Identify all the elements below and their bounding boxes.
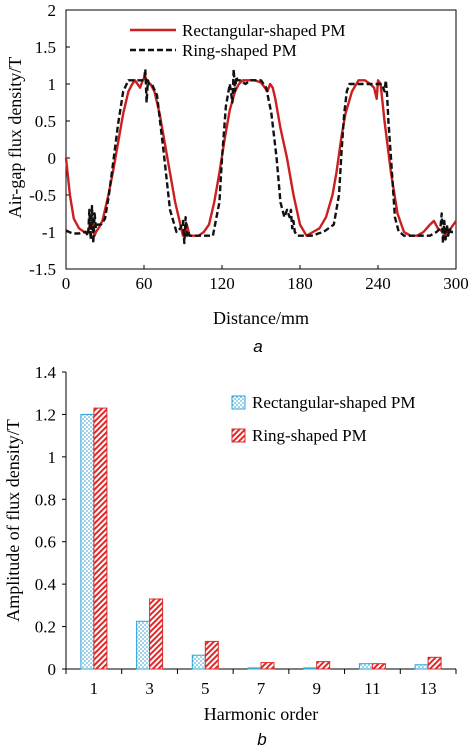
- y-tick-label: 0.4: [35, 575, 57, 594]
- legend-label: Ring-shaped PM: [182, 41, 297, 60]
- y-tick-label: 0: [48, 660, 57, 679]
- y-tick-label: -1.5: [29, 260, 56, 279]
- y-axis-label: Amplitude of flux density/T: [3, 419, 23, 621]
- y-tick-label: 1.4: [35, 363, 57, 382]
- x-tick-label: 9: [312, 679, 321, 698]
- x-tick-label: 240: [365, 274, 391, 293]
- series-line-rectangular: [64, 75, 457, 237]
- x-tick-label: 7: [257, 679, 266, 698]
- bar-ring-order-13: [427, 656, 442, 670]
- bar-rectangular-order-3: [136, 620, 151, 670]
- bar-rectangular-order-13: [414, 664, 429, 670]
- bar-ring-order-7: [260, 662, 275, 670]
- chart-a: 0 60 120 180 240 300 -1.5 -1 -0.5 0 0.5 1 1.5 2 Distan…: [5, 1, 469, 356]
- x-tick-label: 300: [443, 274, 469, 293]
- legend-swatch: [231, 395, 246, 410]
- y-tick-label: 0.5: [35, 112, 56, 131]
- y-tick-label: 0.6: [35, 533, 56, 552]
- y-tick-label: 1: [48, 75, 57, 94]
- bar-ring-order-5: [204, 640, 219, 670]
- y-tick-label: -1: [42, 223, 56, 242]
- legend-label: Rectangular-shaped PM: [252, 393, 415, 412]
- legend-label: Rectangular-shaped PM: [182, 21, 345, 40]
- y-tick-label: 0.2: [35, 618, 56, 637]
- x-tick-label: 5: [201, 679, 210, 698]
- series-line-ring: [65, 67, 456, 245]
- x-tick-label: 3: [145, 679, 154, 698]
- y-tick-label: 0.8: [35, 490, 56, 509]
- x-axis-label: Harmonic order: [204, 704, 318, 724]
- x-tick-label: 120: [209, 274, 235, 293]
- x-tick-label: 11: [364, 679, 380, 698]
- y-tick-label: 2: [48, 1, 57, 20]
- bar-ring-order-1: [93, 407, 108, 670]
- y-tick-label: 1: [48, 448, 57, 467]
- y-tick-label: 1.5: [35, 38, 56, 57]
- y-tick-label: 0: [48, 149, 57, 168]
- y-tick-label: -0.5: [29, 186, 56, 205]
- x-tick-label: 1: [90, 679, 99, 698]
- x-tick-label: 0: [62, 274, 71, 293]
- bar-rectangular-order-7: [247, 667, 262, 670]
- bar-ring-order-11: [371, 663, 386, 670]
- bar-ring-order-3: [149, 598, 164, 670]
- x-axis-label: Distance/mm: [213, 308, 309, 328]
- x-tick-label: 13: [420, 679, 437, 698]
- y-tick-label: 1.2: [35, 405, 56, 424]
- panel-label-a: a: [253, 337, 262, 356]
- bar-rectangular-order-5: [191, 654, 206, 670]
- plot-frame: [65, 9, 457, 270]
- x-tick-label: 180: [287, 274, 313, 293]
- bar-ring-order-9: [316, 661, 331, 670]
- panel-label-b: b: [257, 730, 266, 749]
- legend-label: Ring-shaped PM: [252, 426, 367, 445]
- bar-rectangular-order-9: [303, 667, 318, 670]
- bar-rectangular-order-1: [80, 413, 95, 670]
- x-tick-label: 60: [136, 274, 153, 293]
- bar-rectangular-order-11: [358, 663, 373, 670]
- legend-swatch: [231, 428, 246, 443]
- y-axis-label: Air-gap flux density/T: [5, 57, 25, 219]
